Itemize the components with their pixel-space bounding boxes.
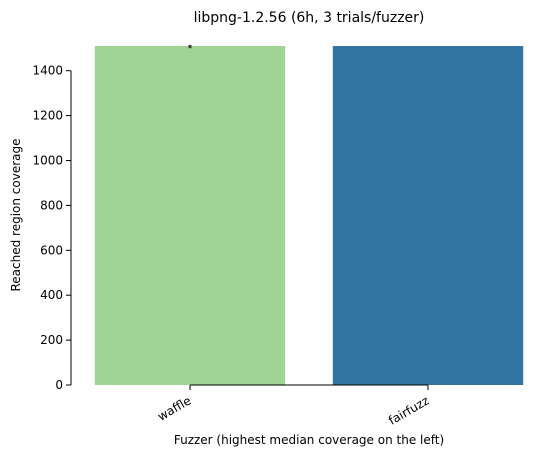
- x-tick-label-waffle: waffle: [155, 393, 193, 423]
- y-tick-label: 1400: [32, 64, 63, 78]
- y-tick-label: 1200: [32, 109, 63, 123]
- y-ticks-group: 0 200 400 600 800 1000 1200 1400: [32, 64, 71, 392]
- x-tick-label-fairfuzz: fairfuzz: [386, 393, 431, 427]
- y-tick-label: 400: [40, 288, 63, 302]
- bar-fairfuzz: [332, 46, 524, 385]
- bars-group: [94, 46, 524, 385]
- x-ticks-group: waffle fairfuzz: [155, 385, 432, 428]
- bar-waffle: [94, 46, 286, 385]
- y-tick-label: 1000: [32, 153, 63, 167]
- y-tick-label: 0: [55, 378, 63, 392]
- y-tick-label: 800: [40, 198, 63, 212]
- y-tick-label: 200: [40, 333, 63, 347]
- chart-title: libpng-1.2.56 (6h, 3 trials/fuzzer): [194, 10, 425, 26]
- y-tick-label: 600: [40, 243, 63, 257]
- y-axis-label: Reached region coverage: [9, 138, 23, 291]
- x-axis-label: Fuzzer (highest median coverage on the l…: [174, 433, 444, 447]
